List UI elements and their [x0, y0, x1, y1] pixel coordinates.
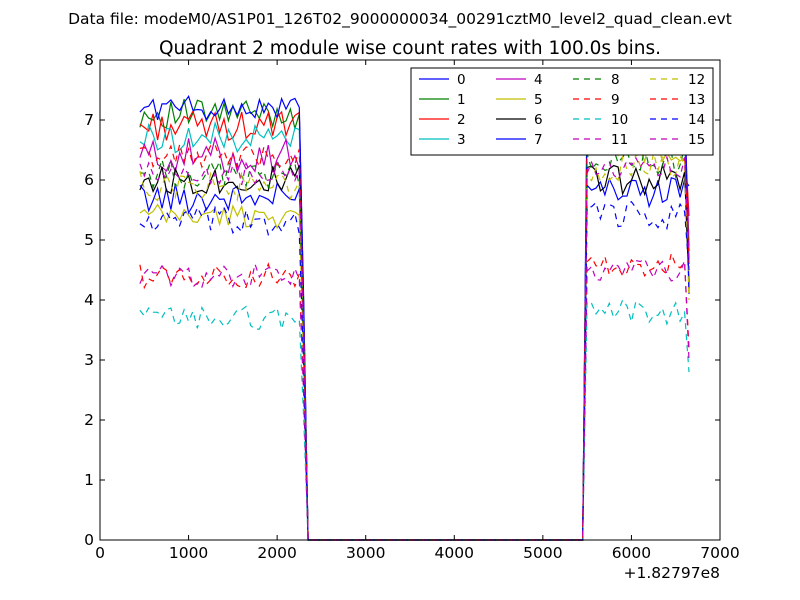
y-tick-label: 2: [84, 411, 94, 429]
series-layer: [139, 82, 690, 541]
legend-label: 15: [688, 132, 705, 148]
series-line-9: [139, 251, 690, 541]
legend-label: 3: [457, 132, 466, 148]
series-line-15: [139, 154, 690, 541]
y-tick-label: 7: [84, 111, 94, 129]
x-tick-label: 4000: [435, 544, 474, 562]
legend-label: 4: [534, 72, 543, 88]
x-tick-label: 7000: [700, 544, 739, 562]
legend-label: 9: [611, 92, 620, 108]
x-tick-label: 2000: [257, 544, 296, 562]
series-line-10: [139, 298, 690, 541]
y-tick-label: 1: [84, 471, 94, 489]
legend-label: 1: [457, 92, 466, 108]
x-tick-label: 5000: [523, 544, 562, 562]
plot-frame: [99, 59, 721, 541]
series-line-8: [139, 146, 690, 541]
legend-label: 5: [534, 92, 543, 108]
legend-label: 13: [688, 92, 705, 108]
legend-label: 11: [611, 132, 628, 148]
y-tick-label: 5: [84, 231, 94, 249]
x-tick-label: 6000: [612, 544, 651, 562]
y-tick-label: 0: [84, 531, 94, 549]
legend-label: 10: [611, 112, 628, 128]
legend-label: 0: [457, 72, 466, 88]
y-tick-label: 3: [84, 351, 94, 369]
legend-label: 8: [611, 72, 620, 88]
legend-label: 12: [688, 72, 705, 88]
series-line-14: [139, 200, 690, 541]
x-tick-label: 3000: [346, 544, 385, 562]
chart-title: Quadrant 2 module wise count rates with …: [159, 38, 661, 59]
legend-label: 7: [534, 132, 543, 148]
figure-suptitle: Data file: modeM0/AS1P01_126T02_90000000…: [68, 10, 732, 29]
x-offset-label: +1.82797e8: [624, 564, 720, 582]
legend-label: 6: [534, 112, 543, 128]
y-tick-label: 4: [84, 291, 94, 309]
series-line-6: [139, 162, 690, 541]
legend-box: [410, 67, 714, 156]
y-tick-label: 6: [84, 171, 94, 189]
legend-label: 14: [688, 112, 705, 128]
x-tick-label: 0: [95, 544, 105, 562]
x-tick-label: 1000: [169, 544, 208, 562]
y-tick-label: 8: [84, 51, 94, 69]
legend-label: 2: [457, 112, 466, 128]
